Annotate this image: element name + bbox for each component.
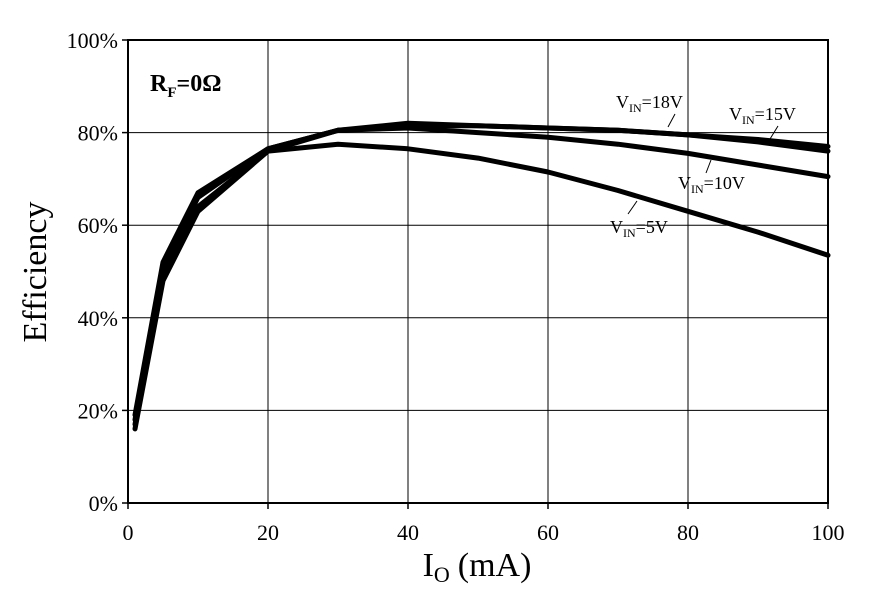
label-vin-18v-sub: IN: [629, 101, 642, 115]
label-vin-5v-sub: IN: [623, 226, 636, 240]
x-tick-label: 40: [397, 520, 419, 545]
label-vin-10v-sub: IN: [691, 182, 704, 196]
label-vin-5v-main: V: [610, 217, 623, 237]
x-axis-title-main: I: [423, 547, 434, 584]
rf-annotation-sub: F: [167, 85, 176, 101]
label-vin-5v-rest: =5V: [636, 217, 668, 237]
label-vin-15v-main: V: [729, 104, 742, 124]
rf-annotation: RF=0Ω: [150, 71, 221, 101]
series-line-18v: [132, 120, 831, 418]
rf-annotation-rest: =0Ω: [177, 71, 222, 97]
x-tick-label: 0: [123, 520, 134, 545]
svg-text:VIN=10V: VIN=10V: [678, 173, 745, 196]
label-vin-15v-rest: =15V: [755, 104, 796, 124]
y-tick-label: 40%: [78, 306, 118, 331]
y-tick-label: 0%: [89, 491, 118, 516]
x-tick-label: 80: [677, 520, 699, 545]
grid-lines: [128, 40, 828, 503]
svg-text:VIN=18V: VIN=18V: [616, 92, 683, 115]
series-layer: [132, 120, 831, 432]
label-vin-5v: VIN=5V: [610, 200, 668, 240]
label-vin-10v-rest: =10V: [704, 173, 745, 193]
y-tick-label: 20%: [78, 398, 118, 423]
y-tick-label: 60%: [78, 213, 118, 238]
y-axis-title: Efficiency: [17, 202, 54, 343]
leader-vin-5v: [627, 200, 638, 215]
series-line-10v: [132, 125, 831, 427]
x-tick-label: 60: [537, 520, 559, 545]
tick-labels: 0 20 40 60 80 100 0% 20% 40% 60% 80% 100%: [67, 28, 845, 545]
label-vin-18v: VIN=18V: [616, 92, 683, 128]
x-axis-title: IO (mA): [423, 547, 532, 587]
x-tick-label: 20: [257, 520, 279, 545]
label-vin-15v: VIN=15V: [729, 104, 796, 140]
label-vin-10v: VIN=10V: [678, 159, 745, 196]
label-vin-18v-rest: =18V: [642, 92, 683, 112]
x-tick-label: 100: [812, 520, 845, 545]
y-tick-label: 80%: [78, 121, 118, 146]
label-vin-15v-sub: IN: [742, 113, 755, 127]
plot-frame: [127, 39, 829, 504]
leader-vin-15v: [769, 125, 779, 140]
x-axis-title-sub: O: [434, 562, 450, 587]
x-axis-title-unit: (mA): [458, 547, 532, 584]
label-vin-10v-main: V: [678, 173, 691, 193]
label-vin-18v-main: V: [616, 92, 629, 112]
leader-vin-10v: [705, 159, 712, 174]
svg-text:VIN=5V: VIN=5V: [610, 217, 668, 240]
rf-annotation-main: R: [150, 71, 168, 97]
leader-vin-18v: [667, 113, 676, 128]
y-tick-label: 100%: [67, 28, 118, 53]
svg-text:VIN=15V: VIN=15V: [729, 104, 796, 127]
